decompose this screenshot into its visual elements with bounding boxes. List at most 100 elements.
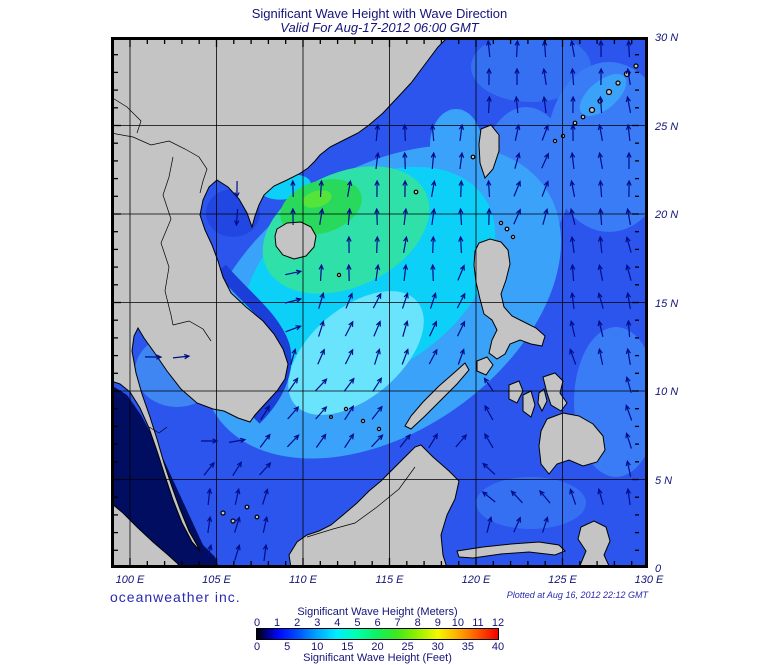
wave-direction-arrow — [317, 348, 325, 365]
wave-direction-arrow — [344, 433, 355, 449]
wave-direction-arrow — [457, 348, 465, 365]
wave-direction-arrow — [285, 325, 302, 333]
wave-direction-arrow — [290, 179, 296, 198]
wave-direction-arrow — [287, 405, 300, 420]
wave-direction-arrow — [318, 179, 324, 198]
wave-direction-arrow — [374, 235, 380, 254]
borneo-island — [288, 444, 460, 568]
wave-direction-arrow — [228, 437, 247, 443]
lon-label: 130 E — [634, 574, 664, 586]
lon-label: 110 E — [289, 574, 317, 586]
wave-direction-arrow — [430, 207, 437, 225]
wave-direction-arrow — [374, 151, 381, 169]
wave-direction-arrow — [234, 487, 241, 505]
lat-label: 30 N — [655, 32, 679, 44]
wave-direction-arrow — [513, 516, 521, 533]
wave-direction-arrow — [402, 207, 409, 225]
wave-direction-arrow — [510, 490, 523, 504]
wave-direction-arrow — [569, 39, 575, 58]
sulawesi-north-arm — [456, 541, 566, 559]
wave-direction-arrow — [431, 179, 437, 198]
wave-direction-arrow — [318, 320, 325, 337]
wave-direction-arrow — [598, 95, 604, 114]
wave-direction-arrow — [513, 208, 521, 225]
wave-direction-arrow — [315, 405, 328, 420]
wave-direction-arrow — [486, 95, 492, 114]
green-peak-patch — [280, 179, 362, 235]
wave-direction-arrow — [569, 235, 576, 253]
wave-direction-arrow — [458, 235, 464, 254]
wave-direction-arrow — [597, 319, 604, 337]
east-china-sea-patch — [471, 37, 591, 102]
wave-direction-arrow — [486, 179, 492, 198]
taiwan-strait-patch — [430, 109, 482, 181]
wave-direction-arrow — [455, 433, 468, 448]
wave-direction-arrow — [482, 462, 496, 475]
wave-direction-arrows-layer — [144, 39, 633, 561]
sulawesi-island — [577, 520, 611, 568]
lon-label: 105 E — [202, 574, 231, 586]
legend-tick-label: 0 — [253, 617, 261, 629]
wave-direction-arrow — [374, 263, 381, 281]
wave-direction-arrow — [371, 434, 384, 448]
wave-direction-arrow — [457, 264, 465, 281]
wave-direction-arrow — [318, 263, 324, 282]
wave-direction-arrow — [597, 347, 604, 365]
wave-direction-arrow — [625, 291, 631, 309]
wave-direction-arrow — [429, 292, 437, 309]
wave-direction-arrow — [318, 291, 325, 309]
wave-direction-arrow — [428, 348, 438, 365]
legend-tick-label: 9 — [434, 617, 441, 629]
lat-label: 5 N — [655, 474, 673, 487]
wave-direction-arrow — [458, 151, 465, 169]
wave-direction-arrow — [570, 95, 576, 114]
wave-direction-arrow — [598, 207, 604, 226]
wave-direction-arrow — [597, 123, 603, 142]
wave-direction-arrow — [514, 151, 521, 169]
wave-direction-arrow — [541, 152, 549, 169]
wave-direction-arrow — [597, 263, 604, 281]
wave-direction-arrow — [262, 543, 269, 561]
legend-feet-ticks: 0 5 10 15 20 25 30 35 40 — [253, 641, 504, 653]
wave-direction-arrow — [399, 433, 411, 448]
small-islands — [220, 63, 639, 524]
legend-tick-label: 2 — [294, 617, 301, 629]
lat-label: 0 — [655, 563, 662, 575]
legend-tick-label: 5 — [354, 617, 361, 629]
legend-tick-label: 0 — [253, 641, 261, 653]
legend-tick-label: 7 — [394, 617, 401, 629]
lat-label: 25 N — [655, 120, 679, 133]
valid-time-subtitle: Valid For Aug-17-2012 06:00 GMT — [280, 20, 479, 35]
legend-tick-label: 30 — [431, 641, 444, 653]
wave-direction-arrow — [172, 353, 191, 360]
wave-direction-arrow — [569, 319, 576, 337]
wave-direction-arrow — [569, 207, 576, 225]
wave-direction-arrow — [430, 151, 436, 170]
wave-direction-arrow — [597, 235, 604, 254]
wave-direction-arrow — [287, 377, 299, 392]
lat-label: 20 N — [655, 209, 679, 221]
wave-direction-arrow — [262, 488, 269, 505]
legend-tick-label: 8 — [414, 617, 421, 629]
wave-direction-arrow — [344, 405, 355, 421]
legend-tick-label: 20 — [371, 641, 384, 653]
wave-direction-arrow — [430, 235, 436, 254]
palawan-island — [404, 362, 470, 430]
wave-direction-arrow — [232, 461, 243, 477]
wave-direction-arrow — [458, 179, 464, 198]
wave-direction-arrow — [234, 208, 240, 227]
legend-meters-title: Significant Wave Height (Meters) — [297, 606, 458, 618]
wave-direction-arrow — [347, 179, 353, 198]
wave-direction-arrow — [346, 207, 352, 226]
wave-direction-arrow — [625, 263, 632, 281]
wave-direction-arrow — [402, 151, 408, 170]
hainan-island — [274, 221, 317, 260]
legend-tick-label: 15 — [341, 641, 354, 653]
wave-direction-arrow — [201, 438, 219, 444]
wave-direction-arrow — [458, 207, 464, 226]
wave-direction-arrow — [374, 179, 380, 198]
wave-direction-arrow — [597, 487, 604, 505]
wave-direction-arrow — [597, 151, 603, 170]
legend-tick-label: 3 — [314, 617, 321, 629]
wave-direction-arrow — [344, 348, 354, 365]
